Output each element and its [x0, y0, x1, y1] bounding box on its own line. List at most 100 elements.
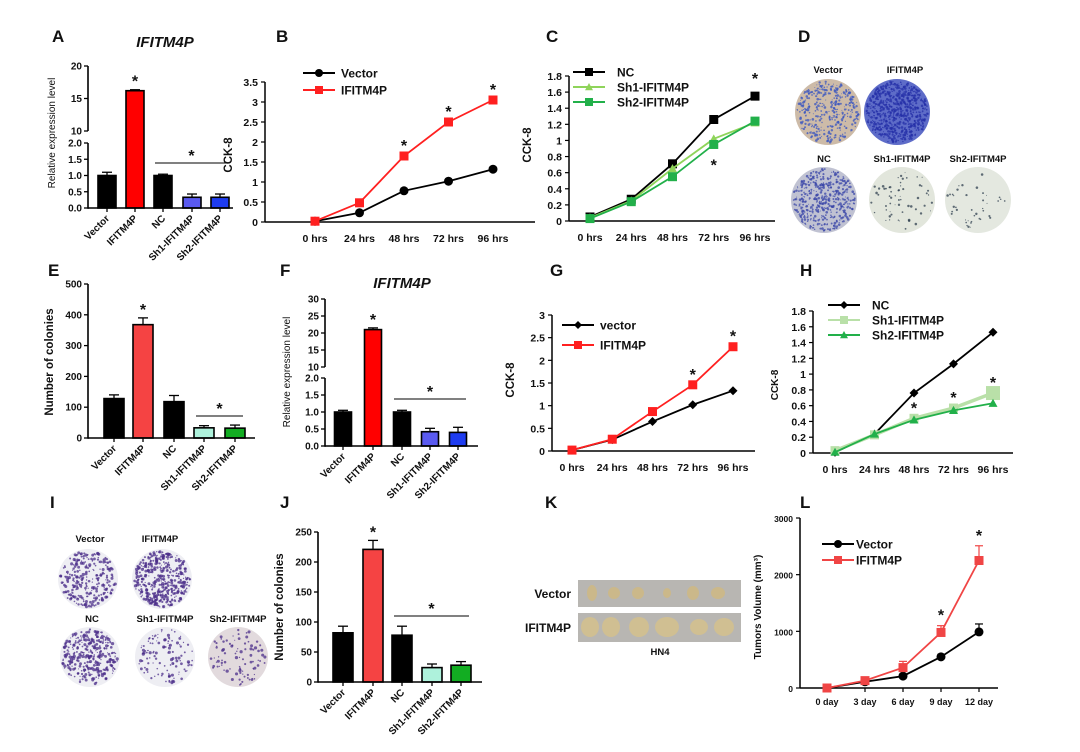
colony: [854, 121, 857, 125]
colony: [832, 227, 834, 230]
colony: [187, 577, 189, 579]
colony: [105, 647, 108, 650]
marker-square: [688, 380, 698, 390]
colony: [239, 671, 242, 675]
colony: [95, 574, 98, 577]
colony: [877, 128, 880, 131]
colony: [888, 105, 891, 107]
colony: [898, 114, 901, 117]
colony: [251, 677, 254, 680]
colony: [73, 580, 75, 583]
colony: [74, 559, 76, 562]
colony: [84, 600, 88, 603]
colony: [798, 198, 802, 202]
colony: [802, 203, 805, 206]
colony: [899, 106, 902, 109]
colony: [186, 670, 188, 672]
colony: [95, 639, 99, 642]
colony: [70, 597, 73, 600]
colony: [901, 105, 903, 107]
colony: [167, 636, 171, 640]
colony: [146, 657, 149, 660]
colony: [918, 184, 922, 187]
colony: [79, 574, 83, 578]
colony: [841, 197, 843, 199]
colony: [140, 567, 145, 571]
colony: [866, 120, 869, 123]
colony: [81, 578, 84, 580]
colony: [79, 561, 83, 565]
colony: [821, 88, 824, 91]
colony: [802, 196, 804, 198]
colony: [826, 206, 829, 209]
colony: [903, 138, 906, 141]
colony: [877, 105, 879, 107]
colony: [800, 220, 804, 223]
colony: [164, 565, 169, 569]
colony: [83, 668, 86, 672]
colony: [834, 136, 837, 138]
colony: [882, 91, 884, 93]
colony: [832, 198, 835, 200]
colony: [170, 629, 173, 631]
x-tick-label: 24 hrs: [616, 232, 647, 244]
colony: [833, 200, 835, 203]
colony: [874, 108, 876, 110]
colony: [818, 81, 821, 84]
colony: [180, 677, 183, 681]
colony: [907, 92, 910, 96]
colony: [817, 196, 821, 200]
colony: [800, 203, 802, 205]
colony: [823, 113, 826, 116]
colony: [876, 110, 879, 113]
colony: [244, 662, 247, 666]
panel-label: G: [550, 261, 563, 280]
colony: [821, 195, 824, 197]
colony: [95, 635, 98, 638]
colony: [818, 88, 820, 90]
colony: [924, 108, 926, 110]
colony: [71, 633, 75, 637]
colony: [907, 218, 911, 222]
colony: [820, 126, 822, 128]
colony: [68, 653, 71, 656]
colony: [811, 210, 814, 213]
colony: [83, 638, 86, 642]
colony: [817, 210, 820, 214]
colony: [147, 562, 151, 566]
colony: [888, 115, 891, 118]
colony: [213, 657, 215, 659]
colony: [881, 101, 885, 104]
colony: [901, 137, 903, 140]
colony: [68, 663, 72, 666]
colony: [841, 193, 844, 196]
colony: [170, 588, 173, 591]
colony: [818, 133, 821, 136]
colony: [925, 192, 928, 195]
colony: [815, 89, 818, 92]
colony: [180, 591, 184, 595]
colony-dish-D: [791, 167, 857, 233]
colony: [906, 103, 909, 106]
y-tick-label: 3: [539, 310, 545, 322]
colony: [805, 174, 809, 178]
colony: [827, 228, 829, 231]
colony: [850, 108, 853, 111]
colony: [812, 224, 815, 226]
colony: [846, 115, 849, 118]
significance-star: *: [427, 384, 434, 401]
colony: [93, 682, 97, 686]
colony: [847, 196, 849, 198]
colony: [163, 638, 167, 642]
colony: [67, 666, 71, 670]
colony: [97, 673, 101, 677]
colony: [804, 122, 807, 126]
colony: [106, 565, 109, 569]
colony: [839, 179, 842, 181]
colony: [169, 664, 172, 666]
colony: [887, 99, 890, 101]
colony: [823, 202, 827, 205]
colony: [881, 126, 884, 129]
colony: [819, 105, 821, 107]
colony: [91, 560, 93, 562]
